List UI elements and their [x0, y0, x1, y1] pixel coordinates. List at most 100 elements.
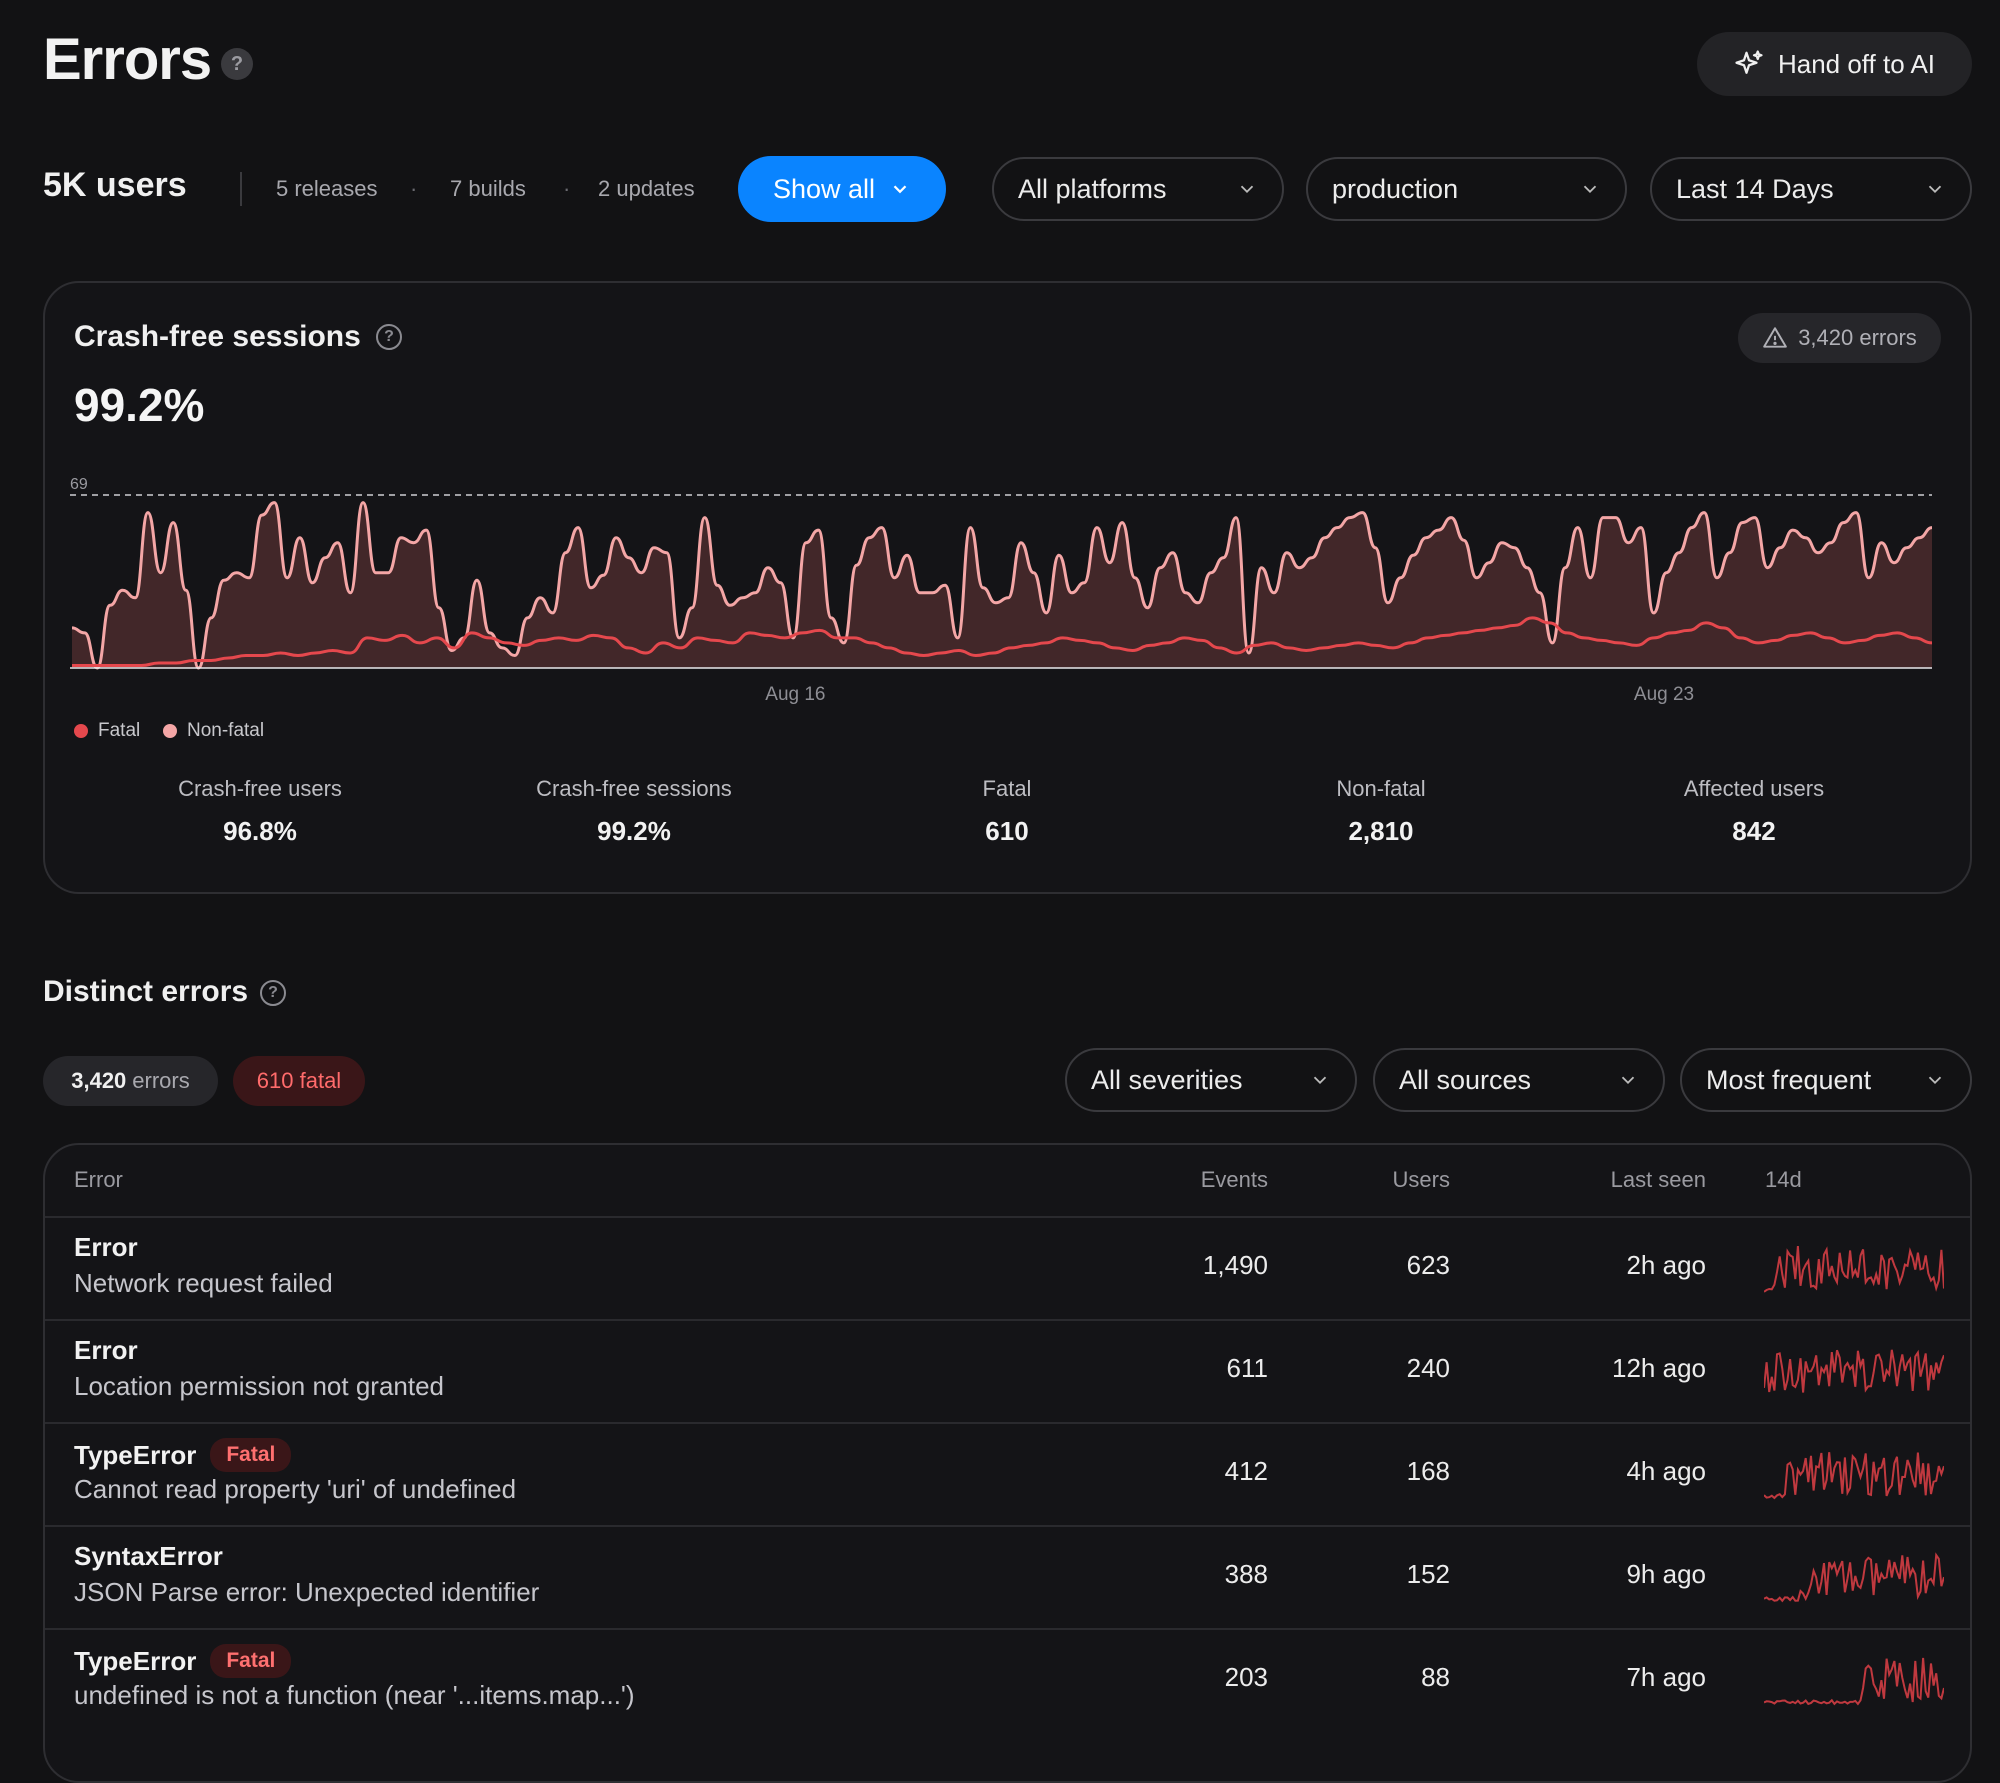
sparkline-path — [1764, 1349, 1944, 1393]
column-header-users[interactable]: Users — [1392, 1167, 1450, 1192]
show-all-label: Show all — [772, 173, 876, 204]
stat-value: 96.8% — [223, 816, 297, 846]
crash-free-value: 99.2% — [74, 379, 205, 431]
stat-value: 2,810 — [1348, 816, 1414, 846]
error-message: JSON Parse error: Unexpected identifier — [74, 1577, 540, 1607]
platform-value: All platforms — [1018, 173, 1167, 204]
events-value: 388 — [1224, 1559, 1268, 1589]
errors-badge-label: 3,420 errors — [1798, 325, 1917, 350]
stat-value: 99.2% — [597, 816, 671, 846]
error-type-label: Error — [74, 1335, 138, 1365]
sources-dropdown[interactable]: All sources — [1373, 1048, 1665, 1112]
users-value: 240 — [1406, 1353, 1450, 1383]
row-divider — [45, 1216, 1970, 1218]
chevron-down-icon — [1240, 185, 1254, 194]
help-icon[interactable]: ? — [376, 324, 402, 350]
nonfatal-series-line — [71, 501, 1933, 670]
stat-label: Crash-free users — [178, 776, 342, 801]
last-seen-value: 7h ago — [1626, 1662, 1706, 1692]
stat-crash-free-sessions: Crash-free sessions 99.2% — [484, 776, 784, 847]
sparkle-icon — [1735, 50, 1763, 74]
last-seen-value: 4h ago — [1626, 1456, 1706, 1486]
stat-value: 842 — [1732, 816, 1776, 846]
stat-affected-users: Affected users 842 — [1604, 776, 1904, 847]
last-seen-value: 12h ago — [1612, 1353, 1706, 1383]
error-type: TypeError Fatal — [74, 1644, 292, 1678]
error-type-label: Error — [74, 1232, 138, 1262]
trend-sparkline — [1764, 1552, 1944, 1603]
environment-value: production — [1332, 173, 1459, 204]
sparkline-path — [1764, 1657, 1944, 1706]
sparkline-path — [1764, 1552, 1944, 1603]
errors-table — [43, 1143, 1972, 1783]
x-tick-label: Aug 16 — [765, 684, 825, 705]
x-tick-label: Aug 23 — [1634, 684, 1694, 705]
severity-dropdown[interactable]: All severities — [1065, 1048, 1357, 1112]
threshold-label: 69 — [70, 476, 88, 493]
environment-dropdown[interactable]: production — [1306, 157, 1627, 221]
sort-dropdown[interactable]: Most frequent — [1680, 1048, 1972, 1112]
legend-fatal-label: Fatal — [98, 720, 141, 741]
date-range-dropdown[interactable]: Last 14 Days — [1650, 157, 1972, 221]
column-header-trend: 14d — [1765, 1167, 1802, 1192]
error-type-label: TypeError — [74, 1645, 197, 1676]
trend-sparkline — [1764, 1246, 1944, 1293]
help-icon[interactable]: ? — [221, 48, 253, 80]
chevron-down-icon — [1928, 1076, 1942, 1085]
error-message: Location permission not granted — [74, 1371, 445, 1401]
updates-count[interactable]: 2 updates — [598, 176, 695, 201]
errors-badge[interactable]: 3,420 errors — [1738, 313, 1941, 363]
chevron-down-icon — [893, 185, 907, 194]
date-range-value: Last 14 Days — [1676, 173, 1834, 204]
fatal-badge: Fatal — [210, 1438, 292, 1472]
users-count: 5K users — [43, 166, 187, 204]
stat-value: 610 — [985, 816, 1029, 846]
last-seen-value: 9h ago — [1626, 1559, 1706, 1589]
error-count-unit: errors — [132, 1068, 190, 1093]
hand-off-to-ai-button[interactable]: Hand off to AI — [1697, 32, 1972, 96]
nonfatal-area — [72, 502, 1932, 668]
page-title: Errors — [43, 27, 212, 92]
stat-non-fatal: Non-fatal 2,810 — [1231, 776, 1531, 847]
stat-label: Affected users — [1683, 776, 1825, 801]
fatal-series-line — [72, 616, 1933, 667]
trend-sparkline — [1764, 1657, 1944, 1706]
divider — [240, 172, 242, 206]
builds-count[interactable]: 7 builds — [450, 176, 526, 201]
separator-dot: · — [410, 176, 418, 201]
stat-label: Crash-free sessions — [536, 776, 732, 801]
stat-label: Non-fatal — [1336, 776, 1426, 801]
error-type: TypeError Fatal — [74, 1438, 292, 1472]
error-type-label: TypeError — [74, 1439, 197, 1470]
show-all-button[interactable]: Show all — [738, 156, 946, 222]
error-type: Error — [74, 1232, 138, 1263]
legend-nonfatal-label: Non-fatal — [187, 720, 265, 741]
fatal-count-pill[interactable]: 610 fatal — [233, 1056, 365, 1106]
chevron-down-icon — [1928, 185, 1942, 194]
column-header-last-seen[interactable]: Last seen — [1610, 1167, 1706, 1192]
chevron-down-icon — [1313, 1076, 1327, 1085]
error-message: Network request failed — [74, 1268, 333, 1298]
row-divider — [45, 1319, 1970, 1321]
releases-count[interactable]: 5 releases — [276, 176, 378, 201]
platform-dropdown[interactable]: All platforms — [992, 157, 1284, 221]
row-divider — [45, 1628, 1970, 1630]
help-icon[interactable]: ? — [260, 980, 286, 1006]
error-type: Error — [74, 1335, 138, 1366]
error-count-pill[interactable]: 3,420 errors — [43, 1056, 218, 1106]
users-value: 152 — [1406, 1559, 1450, 1589]
fatal-dot — [74, 724, 88, 738]
trend-sparkline — [1764, 1452, 1944, 1500]
column-header-events[interactable]: Events — [1200, 1167, 1268, 1192]
last-seen-value: 2h ago — [1626, 1250, 1706, 1280]
events-value: 412 — [1224, 1456, 1268, 1486]
users-value: 168 — [1406, 1456, 1450, 1486]
users-value: 623 — [1406, 1250, 1450, 1280]
sparkline-path — [1764, 1246, 1944, 1293]
column-header-error[interactable]: Error — [74, 1167, 123, 1192]
stat-fatal: Fatal 610 — [857, 776, 1157, 847]
error-message: undefined is not a function (near '...it… — [74, 1680, 635, 1710]
legend-nonfatal: Non-fatal — [163, 720, 264, 742]
stat-crash-free-users: Crash-free users 96.8% — [110, 776, 410, 847]
sparkline-path — [1764, 1452, 1944, 1500]
